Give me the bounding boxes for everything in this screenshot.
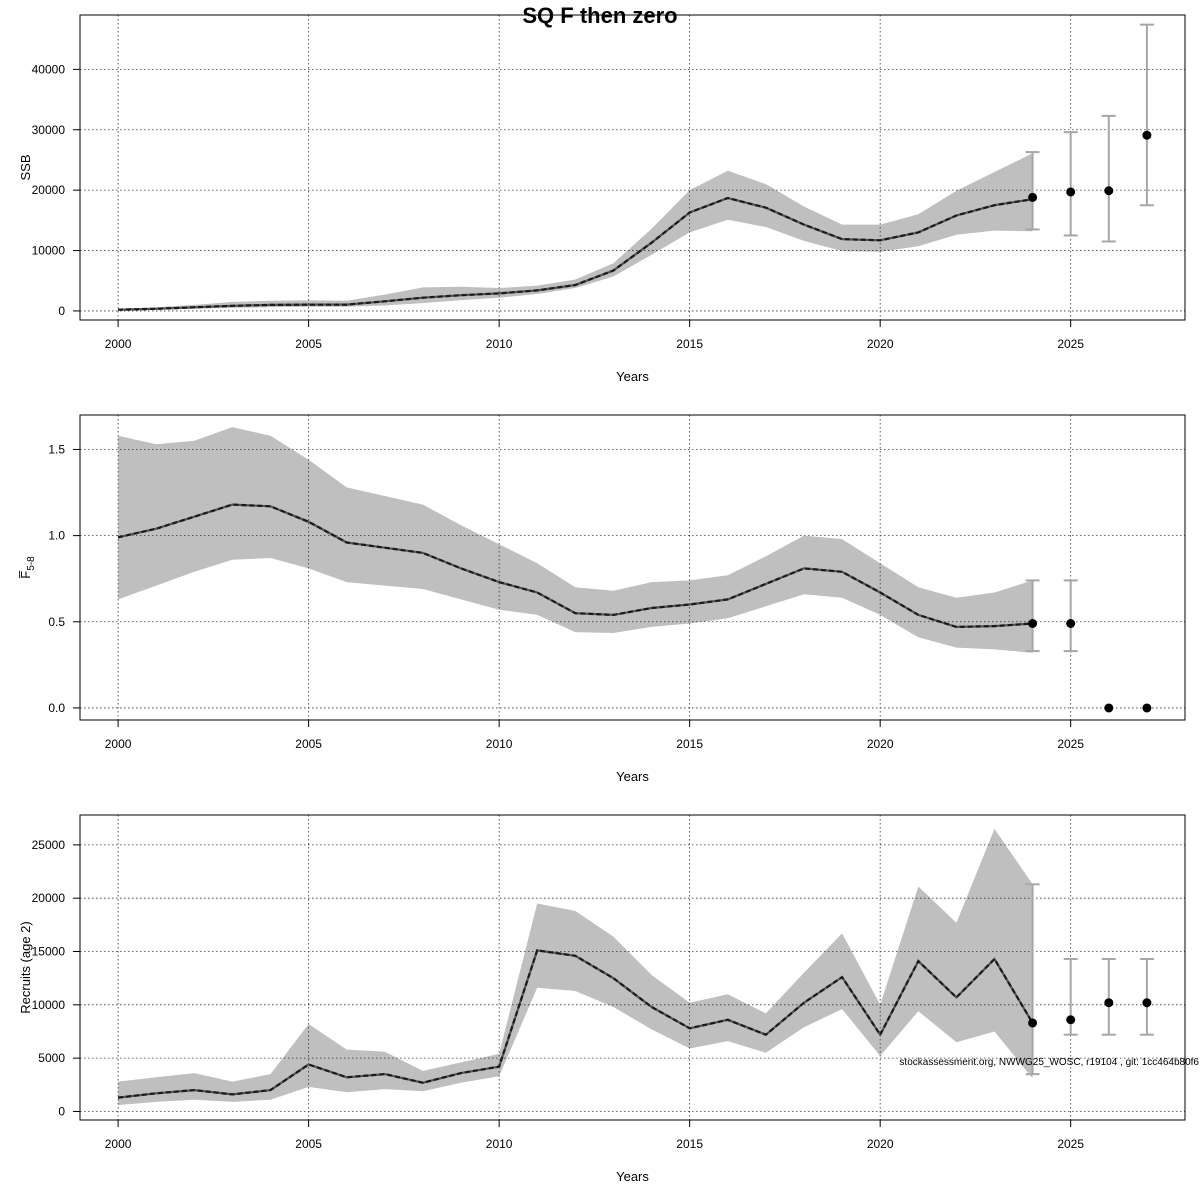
ssb-ytick-label-20000: 20000: [32, 183, 66, 197]
recruits-forecast-point-2027: [1142, 998, 1152, 1008]
recruits-xtick-label-2000: 2000: [105, 1137, 132, 1151]
recruits-xtick-label-2020: 2020: [867, 1137, 894, 1151]
fbar-xtick-label-2015: 2015: [676, 737, 703, 751]
ssb-xtick-label-2000: 2000: [105, 337, 132, 351]
ssb-confidence-band: [118, 153, 1033, 311]
recruits-ytick-label-20000: 20000: [32, 891, 66, 905]
footnote-text: stockassessment.org, NWWG25_WOSC, r19104…: [899, 1057, 1199, 1068]
recruits-xtick-label-2025: 2025: [1057, 1137, 1084, 1151]
ssb-xtick-label-2025: 2025: [1057, 337, 1084, 351]
recruits-plot-frame: [79, 814, 1186, 1121]
fbar-confidence-band: [118, 427, 1033, 653]
ssb-xtick-label-2020: 2020: [867, 337, 894, 351]
ssb-forecast-point-2027: [1142, 130, 1152, 140]
fbar-xtick-label-2010: 2010: [486, 737, 513, 751]
ssb-estimate-line: [118, 196, 1033, 311]
recruits-ytick-label-25000: 25000: [32, 838, 66, 852]
fbar-ytick-label-1.5: 1.5: [48, 442, 65, 456]
ssb-forecast-point-2024: [1028, 192, 1038, 202]
ssb-ytick-label-10000: 10000: [32, 244, 66, 258]
panel-recruits: 2000 2005 2010 2015 2020 2025 0 5000 10000 15000 2…: [18, 814, 1186, 1184]
fbar-y-axis-label: F̅5-8: [18, 556, 37, 579]
recruits-forecast-point-2025: [1066, 1015, 1076, 1025]
ssb-plot-frame: [79, 14, 1186, 321]
fbar-forecast-point-2024: [1028, 619, 1038, 629]
ssb-y-axis-label: SSB: [18, 154, 33, 180]
fbar-estimate-line-dashes: [117, 503, 1033, 629]
fbar-forecast-point-2025: [1066, 619, 1076, 629]
ssb-estimate-line-dashes: [118, 196, 1033, 311]
ssb-ytick-label-30000: 30000: [32, 123, 66, 137]
ssb-ytick-label-40000: 40000: [32, 62, 66, 76]
fbar-ytick-label-0.5: 0.5: [48, 615, 65, 629]
ssb-forecast-point-2026: [1104, 186, 1114, 196]
fbar-forecast-point-2027: [1142, 703, 1152, 713]
recruits-ytick-label-10000: 10000: [32, 998, 66, 1012]
recruits-x-axis-label: Years: [616, 1169, 649, 1184]
ssb-xtick-label-2015: 2015: [676, 337, 703, 351]
recruits-forecast-point-2026: [1104, 998, 1114, 1008]
ssb-x-axis-label: Years: [616, 369, 649, 384]
recruits-forecast-point-2024: [1028, 1018, 1038, 1028]
fbar-plot-frame: [79, 414, 1186, 721]
ssb-xtick-label-2005: 2005: [295, 337, 322, 351]
fbar-xtick-label-2025: 2025: [1057, 737, 1084, 751]
fbar-xtick-label-2020: 2020: [867, 737, 894, 751]
recruits-y-axis-label: Recruits (age 2): [18, 921, 33, 1013]
ssb-ytick-label-0: 0: [58, 304, 65, 318]
ssb-xtick-label-2010: 2010: [486, 337, 513, 351]
fbar-xtick-label-2005: 2005: [295, 737, 322, 751]
fbar-ytick-label-1.0: 1.0: [48, 529, 65, 543]
fbar-forecast-point-2026: [1104, 703, 1114, 713]
recruits-xtick-label-2010: 2010: [486, 1137, 513, 1151]
panel-ssb: 2000 2005 2010 2015 2020 2025 0 10000 20000 30000…: [18, 14, 1186, 384]
fbar-xtick-label-2000: 2000: [105, 737, 132, 751]
recruits-xtick-label-2015: 2015: [676, 1137, 703, 1151]
recruits-ytick-label-0: 0: [58, 1104, 65, 1118]
recruits-ytick-label-15000: 15000: [32, 945, 66, 959]
panel-fbar: 2000 2005 2010 2015 2020 2025 0.0 0.5 1.0 1.5 Year…: [18, 414, 1186, 784]
fbar-ytick-label-0.0: 0.0: [48, 701, 65, 715]
recruits-estimate-line-dashes: [117, 949, 1034, 1099]
fbar-x-axis-label: Years: [616, 769, 649, 784]
ssb-forecast-point-2025: [1066, 187, 1076, 197]
recruits-confidence-band: [118, 828, 1033, 1106]
recruits-xtick-label-2005: 2005: [295, 1137, 322, 1151]
recruits-ytick-label-5000: 5000: [38, 1051, 65, 1065]
